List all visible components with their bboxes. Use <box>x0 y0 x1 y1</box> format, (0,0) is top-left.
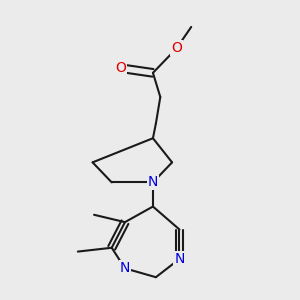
Text: O: O <box>115 61 126 75</box>
Text: N: N <box>148 176 158 189</box>
Text: N: N <box>120 261 130 275</box>
Text: O: O <box>171 41 182 56</box>
Text: N: N <box>174 252 184 266</box>
